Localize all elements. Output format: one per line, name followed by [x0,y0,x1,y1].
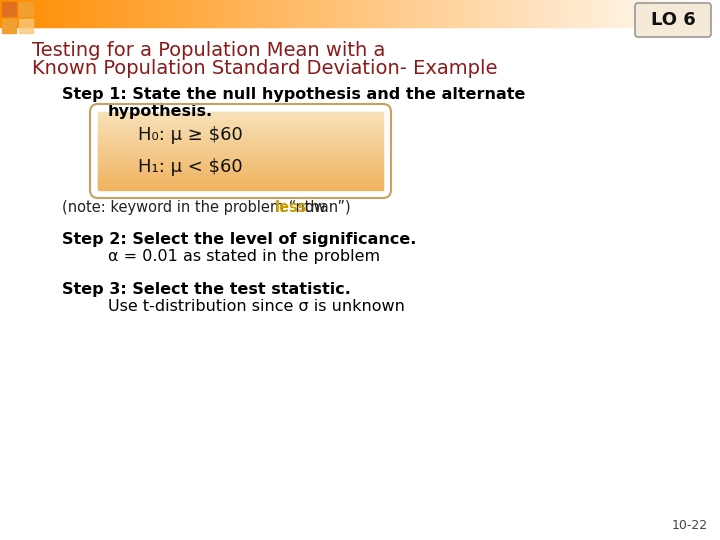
Bar [98,171,383,173]
Bar [98,132,383,134]
Bar [98,181,383,184]
Bar [98,184,383,186]
Text: Testing for a Population Mean with a: Testing for a Population Mean with a [32,41,385,60]
Bar [98,160,383,161]
Text: Step 2: Select the level of significance.: Step 2: Select the level of significance… [62,232,416,247]
Bar [98,118,383,120]
Bar [98,153,383,155]
Bar [98,120,383,123]
Bar [98,131,383,133]
Bar [98,177,383,178]
Text: LO 6: LO 6 [651,11,696,29]
Bar [98,152,383,153]
Bar [98,162,383,164]
Bar [98,166,383,168]
Bar [98,129,383,130]
Text: Known Population Standard Deviation- Example: Known Population Standard Deviation- Exa… [32,59,498,78]
Bar [98,133,383,136]
Bar [98,143,383,145]
Bar [98,113,383,114]
Bar [98,186,383,187]
Bar [98,178,383,180]
Bar [98,175,383,177]
Bar [98,116,383,117]
Bar [98,139,383,140]
Bar [98,144,383,146]
Text: less: less [275,200,307,215]
Bar [98,149,383,151]
Text: Step 1: State the null hypothesis and the alternate: Step 1: State the null hypothesis and th… [62,87,526,102]
Bar [98,138,383,139]
Bar [98,119,383,121]
Bar [98,161,383,163]
Bar [98,127,383,129]
Bar [98,125,383,126]
FancyBboxPatch shape [635,3,711,37]
Bar [98,168,383,171]
Text: than”): than”) [300,200,350,215]
Bar [98,130,383,132]
Bar [98,136,383,138]
Bar [98,145,383,147]
Bar [98,123,383,125]
Bar [2,2,16,16]
Bar [98,111,383,113]
Bar [98,173,383,174]
Bar [98,154,383,156]
Bar [2,19,16,33]
Bar [98,146,383,148]
Bar [98,156,383,158]
Bar [98,135,383,137]
Bar [98,126,383,127]
Bar [98,117,383,118]
Bar [98,187,383,188]
Bar [98,170,383,172]
Bar [98,179,383,181]
Bar [98,183,383,185]
Bar [98,164,383,165]
Text: 10-22: 10-22 [672,519,708,532]
Bar [98,165,383,167]
Bar [98,157,383,159]
Bar [98,167,383,169]
Bar [19,2,33,16]
Bar [98,114,383,116]
Bar [98,158,383,160]
Bar [98,174,383,176]
Text: α = 0.01 as stated in the problem: α = 0.01 as stated in the problem [108,249,380,264]
Text: hypothesis.: hypothesis. [108,104,213,119]
Bar [98,180,383,182]
Bar [19,19,33,33]
Bar [98,140,383,142]
Bar [98,141,383,143]
Text: Step 3: Select the test statistic.: Step 3: Select the test statistic. [62,282,351,297]
Bar [98,148,383,150]
Bar [98,188,383,190]
Text: H₁: μ < $60: H₁: μ < $60 [138,158,243,176]
Text: H₀: μ ≥ $60: H₀: μ ≥ $60 [138,126,243,144]
Text: (note: keyword in the problem “now: (note: keyword in the problem “now [62,200,330,215]
Bar [98,122,383,124]
Bar [98,151,383,152]
Text: Use t-distribution since σ is unknown: Use t-distribution since σ is unknown [108,299,405,314]
